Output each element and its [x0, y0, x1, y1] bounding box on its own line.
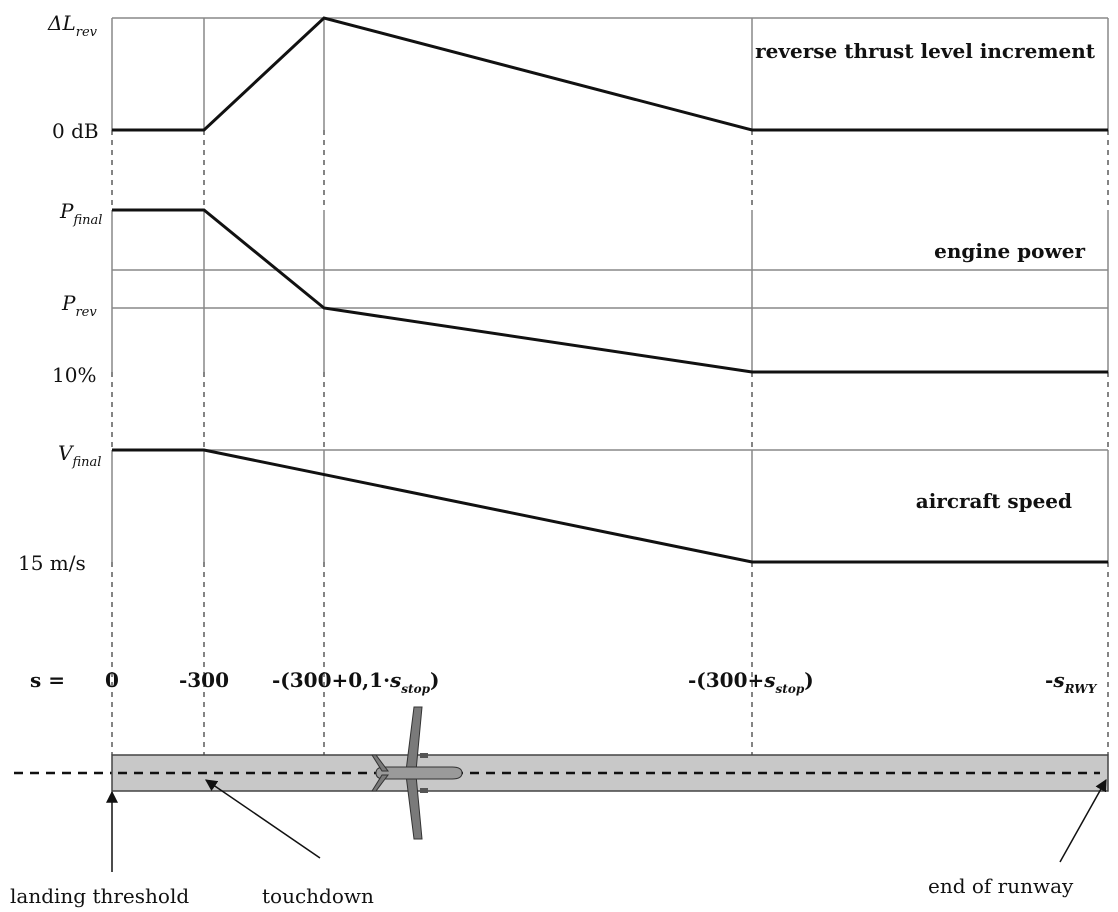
panel-title-engine-power: engine power — [934, 239, 1085, 263]
y-label-vfinal: Vfinal — [58, 441, 101, 470]
y-label-prev: Prev — [61, 291, 97, 320]
label-landing-threshold: landing threshold — [10, 884, 189, 908]
y-label-15ms: 15 m/s — [18, 551, 86, 575]
panel-title-aircraft-speed: aircraft speed — [916, 489, 1072, 513]
engine-power-curve — [112, 208, 1108, 374]
touchdown-arrow — [205, 779, 321, 859]
axis-tick-0: 0 — [105, 668, 119, 692]
axis-tick-300: -300 — [179, 668, 229, 692]
y-label-10pct: 10% — [52, 363, 96, 387]
y-label-pfinal: Pfinal — [59, 199, 102, 228]
panel-title-reverse-thrust: reverse thrust level increment — [755, 39, 1096, 63]
axis-tick-srwy: -sRWY — [1045, 668, 1098, 696]
runway — [14, 754, 1109, 792]
dashed-connectors — [111, 130, 1109, 755]
panel-frames — [111, 17, 1109, 562]
end-of-runway-arrow — [1059, 778, 1107, 863]
axis-label-s: s = — [30, 668, 65, 692]
airplane-icon — [371, 706, 463, 840]
label-touchdown: touchdown — [262, 884, 374, 908]
label-end-of-runway: end of runway — [928, 874, 1074, 898]
aircraft-speed-curve — [112, 448, 1108, 564]
y-label-delta-lrev: ΔLrev — [47, 11, 98, 40]
y-label-0db: 0 dB — [52, 119, 99, 143]
axis-tick-300-plus-sstop: -(300+sstop) — [688, 668, 814, 696]
axis-tick-300-plus-0-1-sstop: -(300+0,1·sstop) — [272, 668, 439, 696]
reverse-thrust-curve — [112, 16, 1108, 132]
